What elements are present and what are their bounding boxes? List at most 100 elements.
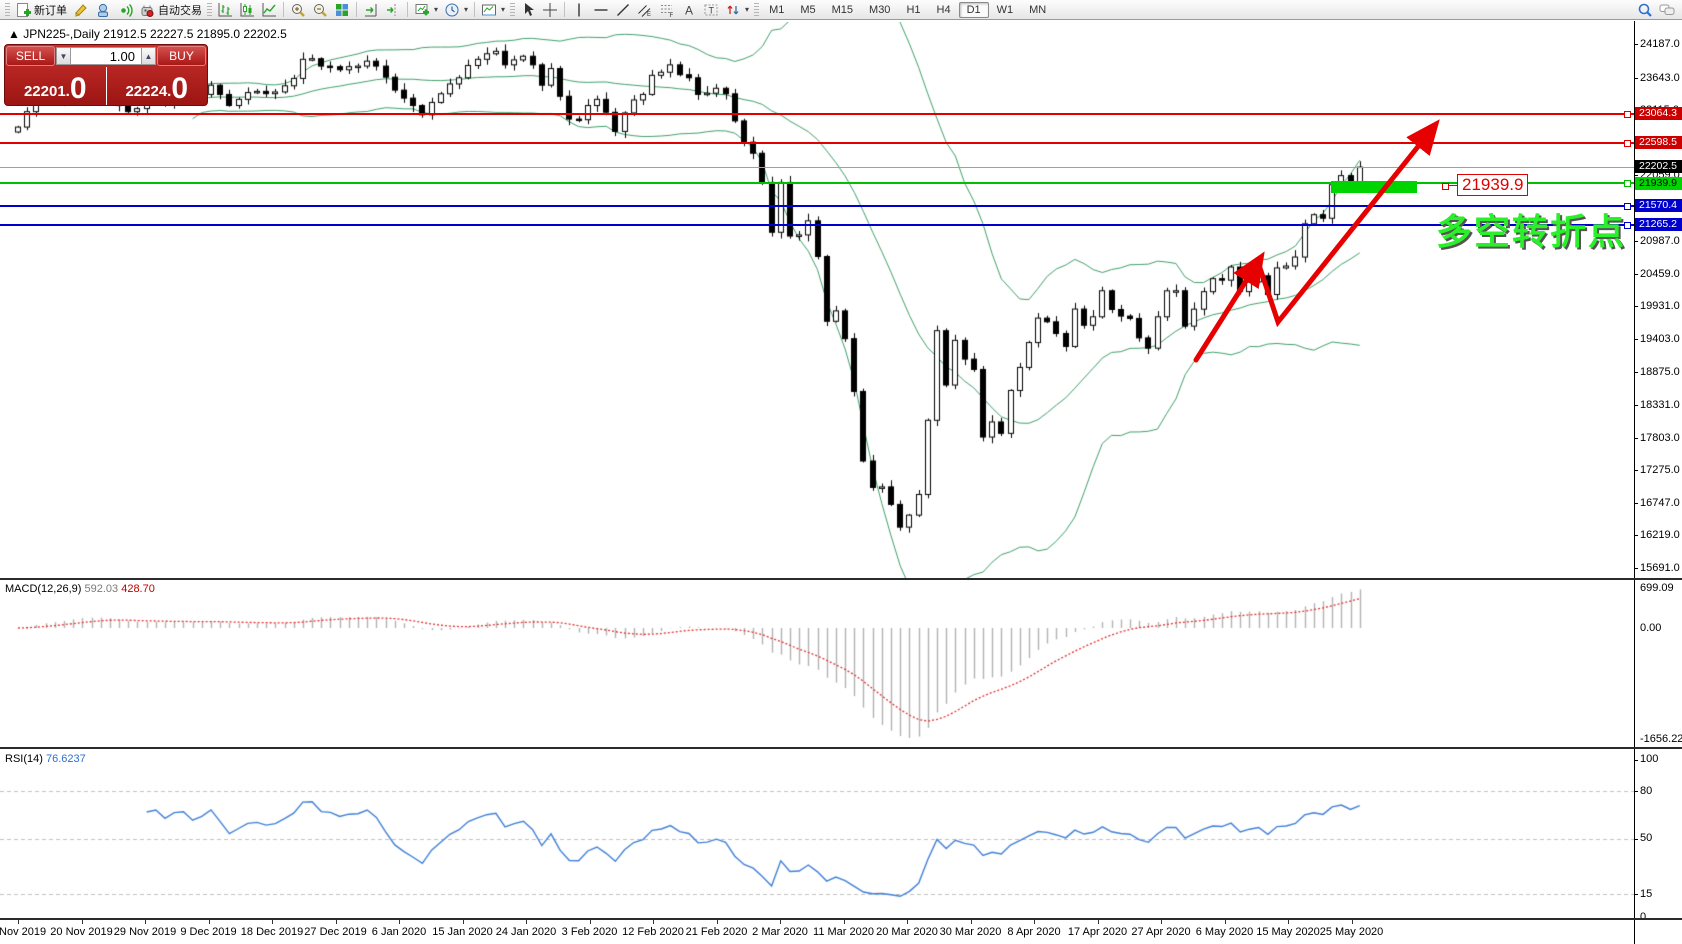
chinese-annotation[interactable]: 多空转折点	[1436, 211, 1627, 252]
rsi-panel-divider[interactable]	[0, 747, 1682, 749]
tile-windows-button[interactable]	[331, 1, 353, 19]
rsi-axis-tick-mark	[1634, 759, 1638, 761]
channel-tool-button[interactable]: E	[634, 1, 656, 19]
autotrading-label: 自动交易	[158, 4, 202, 17]
green-highlight-box[interactable]	[1331, 181, 1417, 193]
date-axis-tick-mark	[1351, 920, 1353, 924]
ohlc-values: 21912.5 22227.5 21895.0 22202.5	[103, 27, 287, 41]
auto-scroll-button[interactable]	[360, 1, 382, 19]
price-axis-tick-mark	[1634, 535, 1638, 537]
label-tool-button[interactable]: T	[700, 1, 722, 19]
timeframe-h4[interactable]: H4	[929, 2, 959, 18]
rsi-axis-label: 50	[1640, 832, 1653, 845]
vertical-line-tool-button[interactable]	[568, 1, 590, 19]
timeframe-m1[interactable]: M1	[761, 2, 792, 18]
current-price-line	[0, 166, 1634, 168]
price-line-22598.5[interactable]	[0, 141, 1634, 144]
candlestick-chart-button[interactable]	[236, 1, 258, 19]
fibonacci-icon: F	[661, 4, 674, 18]
date-axis-tick-mark	[335, 920, 337, 924]
price-line-handle[interactable]	[1624, 221, 1631, 229]
buy-button[interactable]: BUY	[157, 46, 206, 66]
price-line-handle[interactable]	[1624, 180, 1631, 188]
volume-increase-button[interactable]: ▲	[141, 47, 156, 65]
autotrading-button[interactable]: 自动交易	[136, 1, 205, 19]
new-chart-button[interactable]: ▾	[411, 1, 441, 19]
date-axis-tick-mark	[843, 920, 845, 924]
timeframe-m30[interactable]: M30	[861, 2, 898, 18]
price-line-21265.2[interactable]	[0, 223, 1634, 226]
toolbar-grip[interactable]	[510, 3, 516, 16]
bar-chart-button[interactable]	[214, 1, 236, 19]
arrow-objects-icon	[727, 5, 739, 14]
candlestick-chart-canvas[interactable]	[0, 22, 1634, 578]
periods-clock-icon	[445, 3, 459, 16]
price-line-handle[interactable]	[1624, 139, 1631, 147]
buy-price-int: 22224	[125, 83, 168, 100]
date-axis-label: 6 Jan 2020	[371, 926, 427, 938]
volume-decrease-button[interactable]: ▼	[56, 47, 71, 65]
signals-button[interactable]	[114, 1, 136, 19]
timeframe-h1[interactable]: H1	[898, 2, 928, 18]
horizontal-line-tool-button[interactable]	[590, 1, 612, 19]
line-chart-button[interactable]	[258, 1, 280, 19]
styler-button[interactable]	[70, 1, 92, 19]
crosshair-tool-button[interactable]	[539, 1, 561, 19]
price-callout-label[interactable]: 21939.9	[1457, 174, 1529, 196]
date-axis-label: 17 Apr 2020	[1067, 926, 1128, 938]
rsi-chart-canvas[interactable]	[0, 750, 1634, 918]
periods-button[interactable]: ▾	[441, 1, 471, 19]
date-axis-label: 12 Feb 2020	[622, 926, 684, 938]
date-axis-label: 6 May 2020	[1195, 926, 1254, 938]
date-axis-label: 20 Mar 2020	[876, 926, 938, 938]
date-axis-label: 27 Apr 2020	[1131, 926, 1191, 938]
macd-chart-canvas[interactable]	[0, 580, 1634, 746]
date-axis-label: 1 Nov 2019	[0, 926, 47, 938]
timeframe-m5[interactable]: M5	[792, 2, 823, 18]
price-line-badge: 21570.4	[1635, 199, 1682, 213]
zoom-in-icon	[292, 3, 305, 17]
sell-price-button[interactable]: 22201. 0	[5, 67, 107, 105]
trendline-tool-button[interactable]	[612, 1, 634, 19]
arrows-tool-button[interactable]: ▾	[722, 1, 752, 19]
date-axis-tick-mark	[1097, 920, 1099, 924]
text-label-icon: T	[704, 4, 718, 15]
price-line-handle[interactable]	[1624, 110, 1631, 118]
date-axis-label: 29 Nov 2019	[113, 926, 177, 938]
text-tool-button[interactable]: A	[678, 1, 700, 19]
price-line-23064.3[interactable]	[0, 112, 1634, 115]
search-icon[interactable]	[1637, 2, 1653, 18]
price-line-handle[interactable]	[1624, 202, 1631, 210]
profiles-button[interactable]: ▾	[478, 1, 508, 19]
timeframe-d1[interactable]: D1	[958, 1, 989, 18]
fibonacci-tool-button[interactable]: F	[656, 1, 678, 19]
macd-panel-divider[interactable]	[0, 578, 1682, 580]
chat-icon[interactable]	[1659, 2, 1675, 18]
date-axis-label: 25 May 2020	[1319, 926, 1384, 938]
zoom-in-button[interactable]	[287, 1, 309, 19]
buy-price-button[interactable]: 22224. 0	[107, 67, 208, 105]
price-callout-anchor[interactable]	[1442, 183, 1449, 190]
chart-shift-button[interactable]	[382, 1, 404, 19]
new-chart-icon	[415, 3, 429, 15]
price-axis-tick-label: 15691.0	[1640, 561, 1680, 574]
price-line-21939.9[interactable]	[0, 182, 1634, 185]
price-axis-tick-mark	[1634, 371, 1638, 373]
price-axis-tick-label: 20987.0	[1640, 235, 1680, 248]
timeframe-mn[interactable]: MN	[1021, 2, 1054, 18]
toolbar-grip[interactable]	[207, 3, 212, 16]
toolbar-grip[interactable]	[754, 3, 760, 16]
timeframe-w1[interactable]: W1	[989, 2, 1022, 18]
sell-button[interactable]: SELL	[6, 46, 55, 66]
buy-price-dot: .	[167, 83, 172, 100]
timeframe-m15[interactable]: M15	[824, 2, 861, 18]
toolbar-grip[interactable]	[5, 3, 10, 16]
expert-advisors-button[interactable]	[92, 1, 114, 19]
new-order-button[interactable]: 新订单	[12, 1, 70, 19]
price-line-21570.4[interactable]	[0, 204, 1634, 207]
price-axis-tick-label: 23643.0	[1640, 71, 1680, 84]
volume-input[interactable]	[71, 47, 141, 65]
rsi-name: RSI(14)	[5, 753, 43, 765]
cursor-tool-button[interactable]	[517, 1, 539, 19]
zoom-out-button[interactable]	[309, 1, 331, 19]
